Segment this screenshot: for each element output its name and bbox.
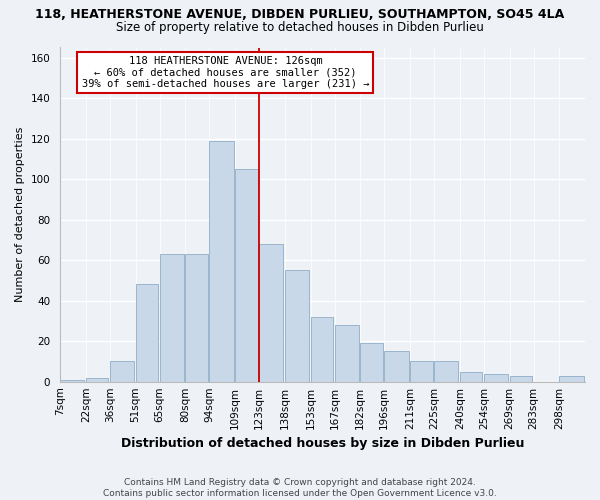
- Bar: [559, 376, 584, 382]
- Bar: [285, 270, 309, 382]
- Y-axis label: Number of detached properties: Number of detached properties: [15, 127, 25, 302]
- Bar: [360, 343, 383, 382]
- Bar: [209, 140, 233, 382]
- Bar: [110, 362, 134, 382]
- Bar: [509, 376, 532, 382]
- Bar: [185, 254, 208, 382]
- Bar: [484, 374, 508, 382]
- Bar: [460, 372, 482, 382]
- X-axis label: Distribution of detached houses by size in Dibden Purlieu: Distribution of detached houses by size …: [121, 437, 524, 450]
- Bar: [60, 380, 85, 382]
- Text: Contains HM Land Registry data © Crown copyright and database right 2024.
Contai: Contains HM Land Registry data © Crown c…: [103, 478, 497, 498]
- Text: 118, HEATHERSTONE AVENUE, DIBDEN PURLIEU, SOUTHAMPTON, SO45 4LA: 118, HEATHERSTONE AVENUE, DIBDEN PURLIEU…: [35, 8, 565, 20]
- Bar: [160, 254, 184, 382]
- Bar: [86, 378, 109, 382]
- Text: Size of property relative to detached houses in Dibden Purlieu: Size of property relative to detached ho…: [116, 21, 484, 34]
- Bar: [335, 325, 359, 382]
- Bar: [259, 244, 283, 382]
- Bar: [235, 169, 257, 382]
- Bar: [410, 362, 433, 382]
- Bar: [136, 284, 158, 382]
- Bar: [311, 317, 333, 382]
- Text: 118 HEATHERSTONE AVENUE: 126sqm
← 60% of detached houses are smaller (352)
39% o: 118 HEATHERSTONE AVENUE: 126sqm ← 60% of…: [82, 56, 369, 89]
- Bar: [434, 362, 458, 382]
- Bar: [384, 352, 409, 382]
